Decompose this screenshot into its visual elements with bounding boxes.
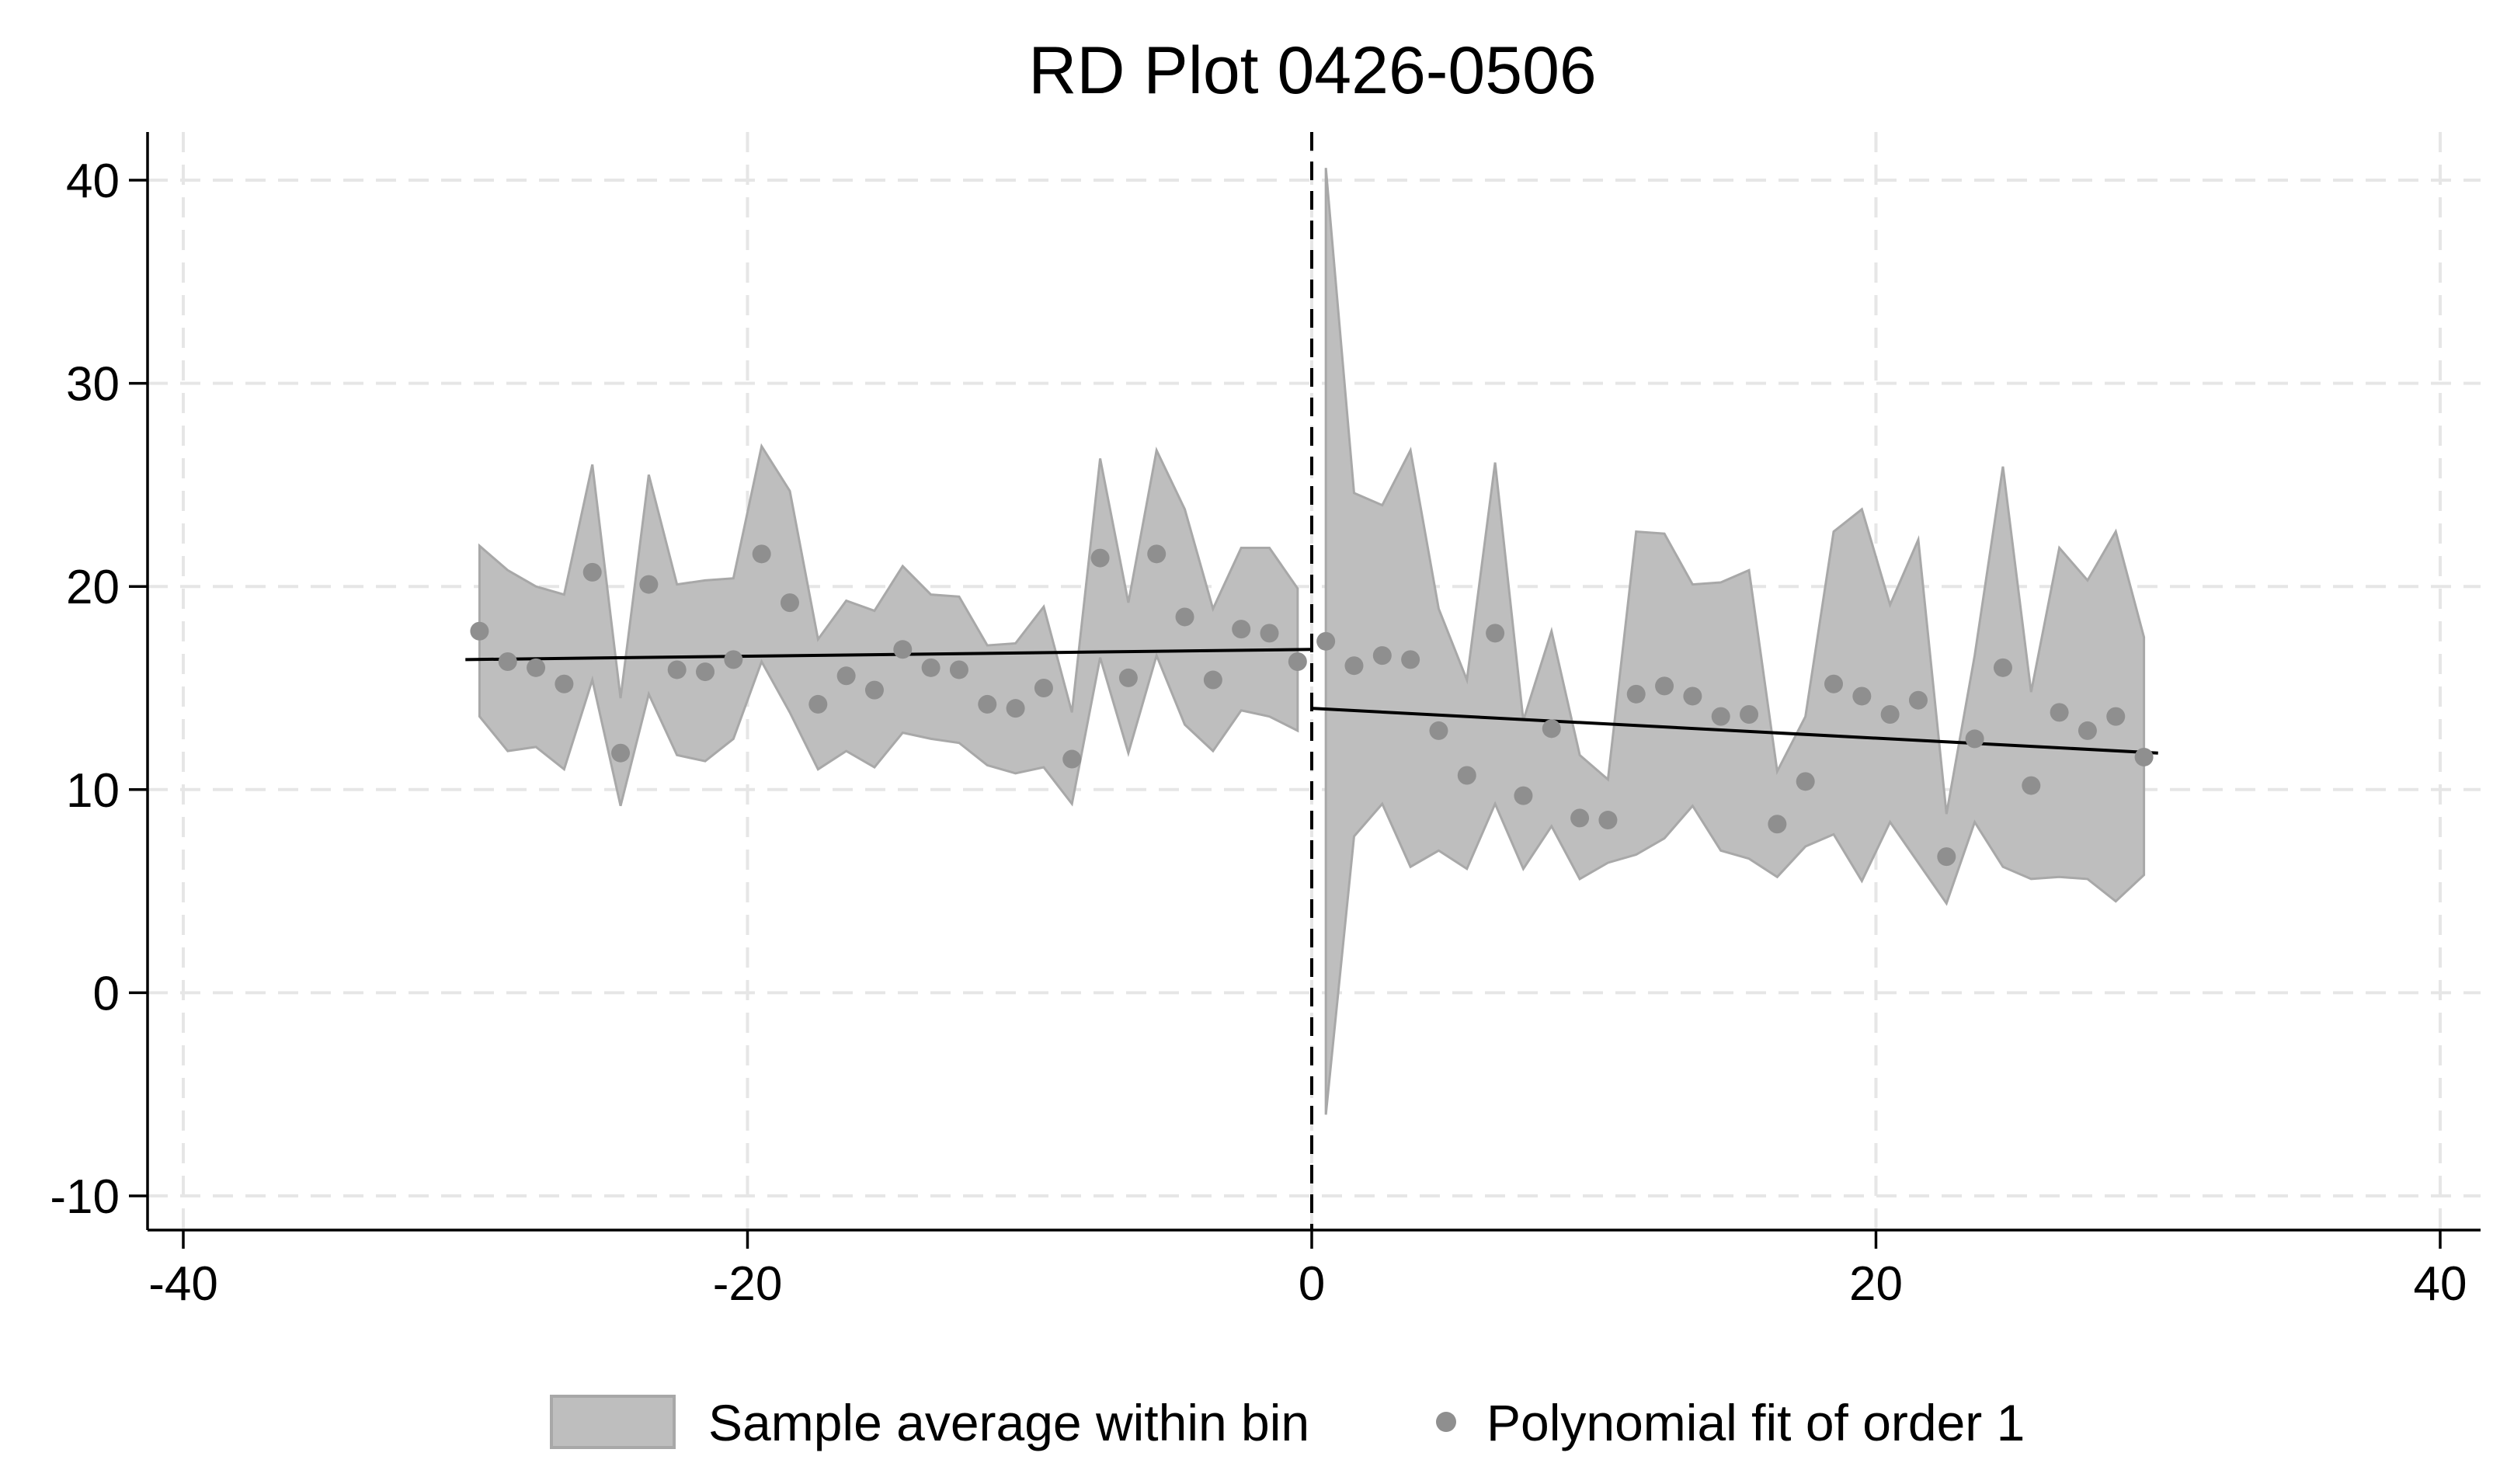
x-tick-label: -40 [148,1257,218,1311]
chart-title: RD Plot 0426-0506 [1028,33,1596,108]
left-bin-point [1288,652,1307,671]
left-bin-point [1062,749,1082,769]
right-bin-point [1542,719,1561,739]
bin-average-points [470,544,2154,867]
legend-band-swatch [550,1395,676,1449]
right-bin-point [1344,656,1364,676]
right-fit-line [1311,707,2158,755]
axes [146,132,2481,1232]
right-bin-point [1683,686,1702,706]
right-bin-point [2022,776,2041,795]
x-tick-label: 20 [1849,1257,1903,1311]
y-tick-label: -10 [50,1170,120,1224]
left-bin-point [498,652,517,671]
right-bin-point [1570,808,1590,828]
y-tick-label: 30 [66,358,120,412]
left-bin-point [582,562,602,582]
confidence-bands [478,168,2146,1115]
x-tick-label: -20 [713,1257,783,1311]
x-tick-label: 40 [2414,1257,2467,1311]
left-bin-point [667,660,687,679]
legend-point-swatch [1436,1412,1456,1432]
left-bin-point [1260,624,1279,643]
left-bin-point [527,658,546,677]
left-bin-point [1147,544,1167,564]
legend-point-label: Polynomial fit of order 1 [1486,1394,2025,1451]
left-bin-point [1034,679,1053,697]
right-bin-point [1880,705,1900,725]
right-bin-point [1824,674,1844,693]
right-bin-point [1655,676,1674,696]
left-bin-point [864,680,884,700]
left-bin-point [780,593,799,613]
left-fit-line [465,648,1313,662]
left-bin-point [696,662,715,682]
left-bin-point [949,660,968,679]
left-bin-point [1090,548,1110,568]
right-bin-point [1740,705,1759,725]
right-bin-point [2078,721,2097,740]
y-tick-label: 20 [66,561,120,614]
right-bin-point [1993,658,2012,677]
right-bin-point [1965,729,1984,749]
left-bin-point [1232,620,1251,639]
left-bin-point [808,694,828,714]
left-bin-point [1175,607,1194,627]
left-bin-point [921,658,941,677]
axis-ticks: -10 0 10 20 30 40 -40 -20 0 20 40 [50,155,2467,1311]
right-bin-point [1768,815,1787,834]
right-bin-point [1796,772,1815,791]
y-tick-label: 40 [66,155,120,208]
left-bin-point [555,674,574,693]
left-bin-point [1203,670,1222,690]
right-bin-point [1372,646,1392,666]
left-bin-point [752,544,771,564]
right-band [1324,168,2146,1115]
legend-band-label: Sample average within bin [708,1394,1309,1451]
left-band [478,443,1299,807]
left-bin-point [470,621,489,641]
right-bin-point [1457,766,1476,785]
right-bin-point [1908,690,1928,710]
left-bin-point [836,666,856,686]
right-bin-point [1429,721,1448,740]
left-bin-point [1006,699,1025,718]
y-tick-label: 10 [66,764,120,818]
y-tick-label: 0 [93,967,120,1020]
right-bin-point [1401,650,1420,669]
left-bin-point [639,575,659,594]
right-bin-point [1316,631,1336,651]
x-tick-label: 0 [1299,1257,1325,1311]
fit-lines [465,648,2158,755]
legend: Sample average within bin Polynomial fit… [550,1394,2025,1451]
left-bin-point [611,743,631,763]
left-bin-point [893,640,913,659]
right-bin-point [1486,624,1505,643]
right-bin-point [2050,703,2069,722]
right-bin-point [1514,786,1533,805]
right-bin-point [1852,686,1872,706]
right-bin-point [1711,707,1730,726]
left-bin-point [724,650,743,669]
right-bin-point [2134,747,2154,766]
left-bin-point [1118,668,1138,687]
right-bin-point [1598,811,1618,830]
left-bin-point [978,694,997,714]
right-bin-point [1937,847,1956,867]
right-bin-point [1626,684,1646,704]
right-bin-point [2106,707,2126,726]
